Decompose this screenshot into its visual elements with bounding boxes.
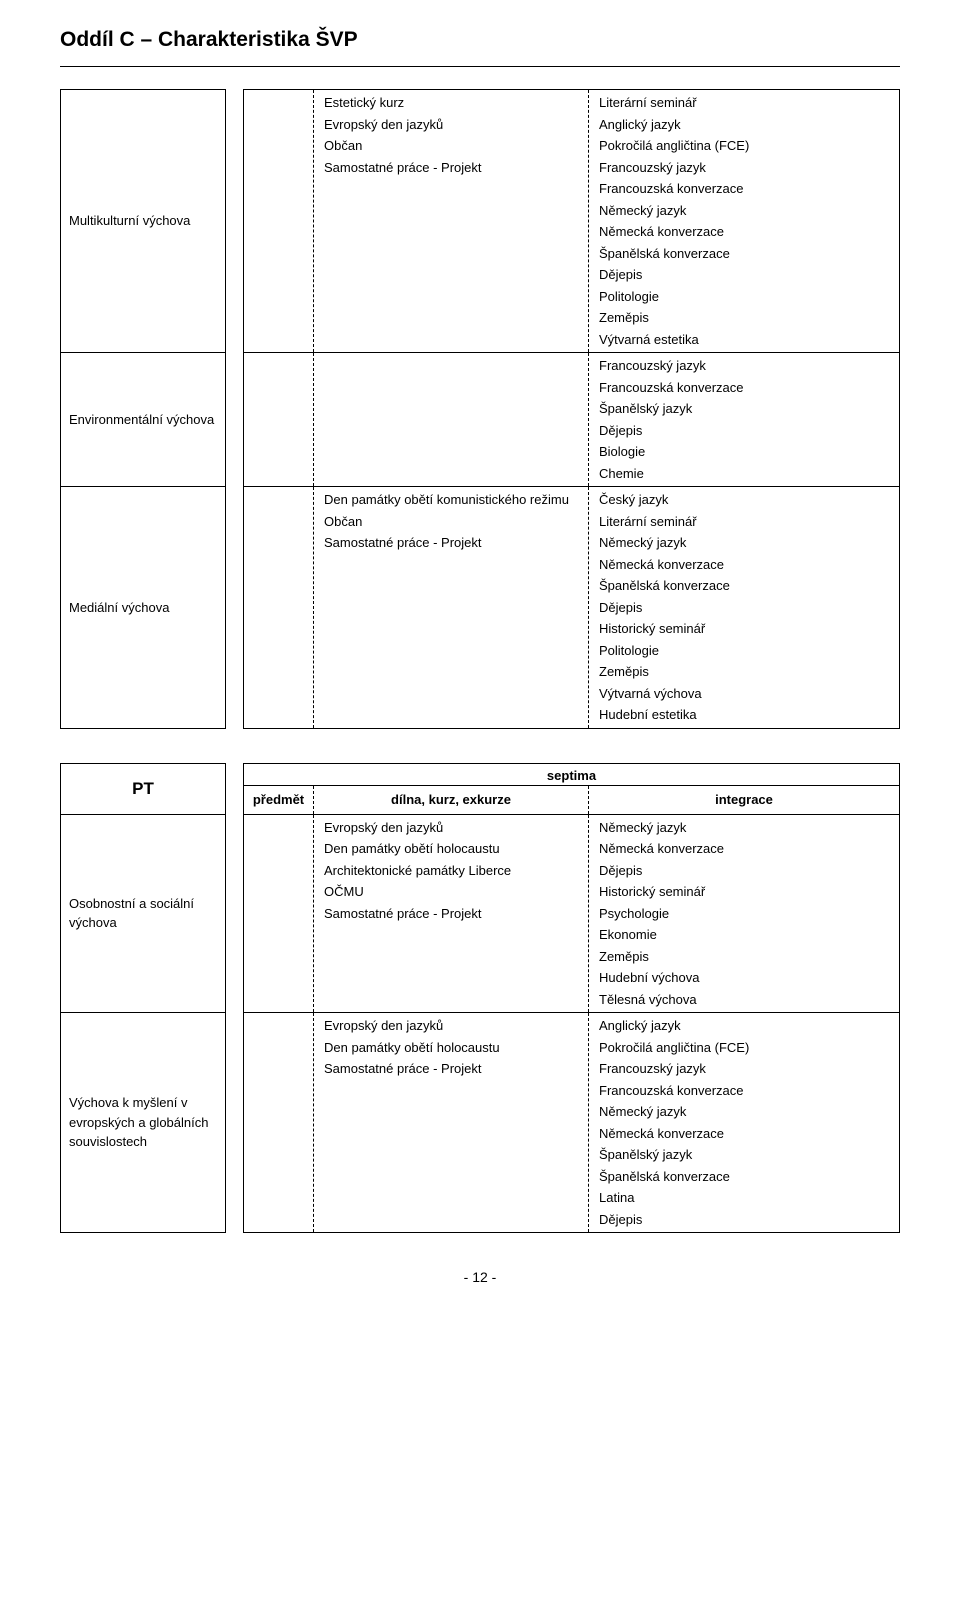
t2-dilna-item: Evropský den jazyků	[318, 817, 584, 839]
table-1: Multikulturní výchova Estetický kurzEvrop…	[60, 89, 900, 729]
t1-integ-item: Španělská konverzace	[593, 575, 895, 597]
t1-integ-item: Francouzská konverzace	[593, 377, 895, 399]
t2-integ-item: Španělská konverzace	[593, 1166, 895, 1188]
dilna-cell: Estetický kurzEvropský den jazykůObčanSa…	[314, 90, 589, 353]
title-divider	[60, 66, 900, 67]
t1-dilna-item: Den památky obětí komunistického režimu	[318, 489, 584, 511]
t2-integ-item: Španělský jazyk	[593, 1144, 895, 1166]
table-row: Osobnostní a sociální výchova Evropský de…	[61, 814, 900, 1013]
t2-dilna-item: Architektonické památky Liberce	[318, 860, 584, 882]
integ-cell: Anglický jazykPokročilá angličtina (FCE)…	[589, 1013, 900, 1233]
t2-integ-item: Francouzská konverzace	[593, 1080, 895, 1102]
t1-dilna-item: Občan	[318, 511, 584, 533]
t2-dilna-item: Den památky obětí holocaustu	[318, 1037, 584, 1059]
row-label: Osobnostní a sociální výchova	[61, 814, 226, 1013]
integ-cell: Literární seminářAnglický jazykPokročilá…	[589, 90, 900, 353]
integ-cell: Německý jazykNěmecká konverzaceDějepisHi…	[589, 814, 900, 1013]
t2-integ-item: Dějepis	[593, 860, 895, 882]
t1-integ-item: Francouzská konverzace	[593, 178, 895, 200]
table-row: Environmentální výchova Francouzský jazyk…	[61, 353, 900, 487]
t1-integ-item: Literární seminář	[593, 92, 895, 114]
row-label: Environmentální výchova	[61, 353, 226, 487]
t2-integ-item: Hudební výchova	[593, 967, 895, 989]
t2-integ-item: Tělesná výchova	[593, 989, 895, 1011]
table-row: Výchova k myšlení v evropských a globáln…	[61, 1013, 900, 1233]
t1-integ-item: Francouzský jazyk	[593, 157, 895, 179]
septima-header: septima	[244, 763, 900, 786]
t1-integ-item: Historický seminář	[593, 618, 895, 640]
t1-integ-item: Německá konverzace	[593, 554, 895, 576]
t2-integ-item: Německá konverzace	[593, 838, 895, 860]
t1-integ-item: Anglický jazyk	[593, 114, 895, 136]
t2-dilna-item: Samostatné práce - Projekt	[318, 1058, 584, 1080]
table-row: Multikulturní výchova Estetický kurzEvrop…	[61, 90, 900, 353]
t1-dilna-item: Evropský den jazyků	[318, 114, 584, 136]
t1-integ-item: Dějepis	[593, 420, 895, 442]
dilna-cell	[314, 353, 589, 487]
t2-integ-item: Ekonomie	[593, 924, 895, 946]
t2-dilna-item: Evropský den jazyků	[318, 1015, 584, 1037]
dilna-cell: Den památky obětí komunistického režimuO…	[314, 487, 589, 729]
col-header-dilna: dílna, kurz, exkurze	[314, 786, 589, 815]
table-row: Mediální výchova Den památky obětí komuni…	[61, 487, 900, 729]
t1-integ-item: Francouzský jazyk	[593, 355, 895, 377]
t1-integ-item: Německý jazyk	[593, 532, 895, 554]
t2-integ-item: Německý jazyk	[593, 1101, 895, 1123]
predmet-cell	[244, 353, 314, 487]
table-2: PT septima předmět dílna, kurz, exkurze …	[60, 763, 900, 1234]
t2-integ-item: Německá konverzace	[593, 1123, 895, 1145]
t2-dilna-item: Den památky obětí holocaustu	[318, 838, 584, 860]
t1-integ-item: Chemie	[593, 463, 895, 485]
t1-integ-item: Český jazyk	[593, 489, 895, 511]
col-header-integ: integrace	[589, 786, 900, 815]
t1-integ-item: Zeměpis	[593, 307, 895, 329]
t2-integ-item: Psychologie	[593, 903, 895, 925]
t1-integ-item: Německý jazyk	[593, 200, 895, 222]
t2-dilna-item: Samostatné práce - Projekt	[318, 903, 584, 925]
pt-label: PT	[61, 763, 226, 814]
t1-integ-item: Literární seminář	[593, 511, 895, 533]
t1-integ-item: Hudební estetika	[593, 704, 895, 726]
t1-integ-item: Výtvarná estetika	[593, 329, 895, 351]
dilna-cell: Evropský den jazykůDen památky obětí hol…	[314, 1013, 589, 1233]
t2-integ-item: Anglický jazyk	[593, 1015, 895, 1037]
t2-integ-item: Pokročilá angličtina (FCE)	[593, 1037, 895, 1059]
t1-integ-item: Politologie	[593, 640, 895, 662]
row-label: Multikulturní výchova	[61, 90, 226, 353]
t1-integ-item: Dějepis	[593, 597, 895, 619]
t1-dilna-item: Samostatné práce - Projekt	[318, 532, 584, 554]
row-label: Mediální výchova	[61, 487, 226, 729]
t2-integ-item: Historický seminář	[593, 881, 895, 903]
t1-dilna-item: Samostatné práce - Projekt	[318, 157, 584, 179]
t2-integ-item: Německý jazyk	[593, 817, 895, 839]
t1-integ-item: Zeměpis	[593, 661, 895, 683]
integ-cell: Český jazykLiterární seminářNěmecký jazy…	[589, 487, 900, 729]
dilna-cell: Evropský den jazykůDen památky obětí hol…	[314, 814, 589, 1013]
t1-integ-item: Biologie	[593, 441, 895, 463]
section-heading: Oddíl C – Charakteristika ŠVP	[60, 28, 900, 52]
t2-integ-item: Dějepis	[593, 1209, 895, 1231]
t1-dilna-item: Estetický kurz	[318, 92, 584, 114]
predmet-cell	[244, 814, 314, 1013]
t1-integ-item: Španělská konverzace	[593, 243, 895, 265]
t1-integ-item: Výtvarná výchova	[593, 683, 895, 705]
predmet-cell	[244, 1013, 314, 1233]
predmet-cell	[244, 90, 314, 353]
predmet-cell	[244, 487, 314, 729]
t2-integ-item: Latina	[593, 1187, 895, 1209]
t1-integ-item: Německá konverzace	[593, 221, 895, 243]
t1-integ-item: Španělský jazyk	[593, 398, 895, 420]
integ-cell: Francouzský jazykFrancouzská konverzaceŠ…	[589, 353, 900, 487]
col-header-predmet: předmět	[244, 786, 314, 815]
t2-integ-item: Francouzský jazyk	[593, 1058, 895, 1080]
t2-integ-item: Zeměpis	[593, 946, 895, 968]
t1-integ-item: Dějepis	[593, 264, 895, 286]
page-number: - 12 -	[60, 1269, 900, 1285]
t1-integ-item: Politologie	[593, 286, 895, 308]
row-label: Výchova k myšlení v evropských a globáln…	[61, 1013, 226, 1233]
t2-dilna-item: OČMU	[318, 881, 584, 903]
t1-dilna-item: Občan	[318, 135, 584, 157]
t1-integ-item: Pokročilá angličtina (FCE)	[593, 135, 895, 157]
